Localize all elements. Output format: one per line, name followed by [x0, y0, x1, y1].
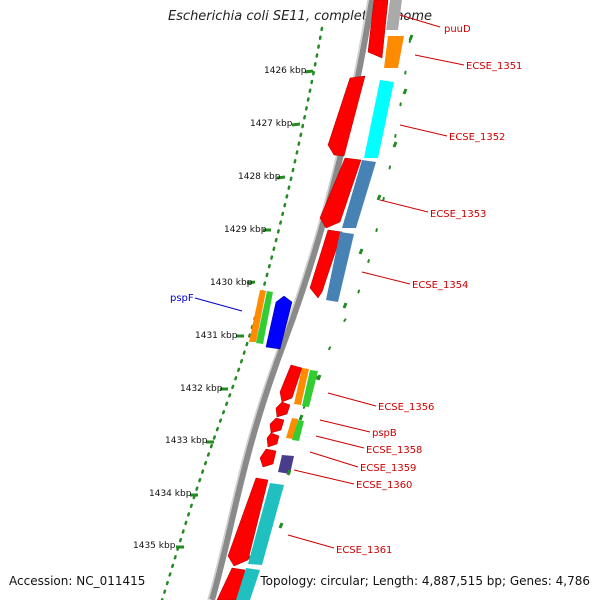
- cds-arrow: [259, 448, 277, 468]
- cds-arrow: [269, 417, 285, 434]
- gene-bar-ECSE_1361-tail: [236, 568, 260, 600]
- ruler-label: 1428 kbp: [238, 172, 281, 182]
- gene-bar-pspB-green: [292, 420, 304, 441]
- gene-bar-ECSE_1351: [384, 36, 404, 68]
- accession-text: Accession: NC_011415: [9, 574, 146, 588]
- cds-arrow: [266, 432, 280, 448]
- outer-tick: [376, 194, 382, 201]
- leader-line: [287, 534, 335, 549]
- leader-line: [399, 14, 441, 28]
- leader-line: [361, 271, 411, 285]
- gene-label-ECSE_1353: ECSE_1353: [430, 209, 486, 220]
- leader-line: [414, 54, 465, 66]
- gene-label-ECSE_1354: ECSE_1354: [412, 280, 468, 291]
- topology-text: Topology: circular; Length: 4,887,515 bp…: [260, 574, 590, 588]
- gene-bar-ECSE_1353: [342, 160, 376, 228]
- leader-line: [399, 124, 448, 137]
- ruler-label: 1432 kbp: [180, 384, 223, 394]
- cds-arrow: [319, 157, 362, 229]
- ruler-ticks: [176, 69, 314, 549]
- gene-bar-ECSE_1361: [248, 483, 284, 565]
- cds-arrow: [327, 75, 366, 157]
- gene-bar-ECSE_1360: [278, 455, 294, 474]
- gene-bar-ECSE_1356-green: [302, 370, 318, 407]
- gene-bar-puuD: [386, 0, 402, 30]
- gene-arrow-pspF: [265, 295, 293, 350]
- outer-guide-line: [235, 39, 411, 600]
- outer-tick: [358, 248, 364, 255]
- gene-label-pspF: pspF: [170, 293, 194, 304]
- outer-tick: [278, 522, 284, 529]
- gene-bar-pspB-orange: [286, 418, 298, 439]
- leader-line: [327, 392, 377, 407]
- gene-label-ECSE_1360: ECSE_1360: [356, 480, 412, 491]
- cds-arrow: [279, 364, 303, 403]
- outer-tick: [286, 469, 292, 476]
- outer-tick: [408, 34, 414, 41]
- gene-bar-ECSE_1356-orange: [294, 368, 309, 405]
- gene-bar-pspF-orange: [249, 290, 266, 342]
- ruler-label: 1431 kbp: [195, 331, 238, 341]
- ruler-label: 1434 kbp: [149, 489, 192, 499]
- outer-tick: [342, 302, 348, 309]
- gene-label-ECSE_1359: ECSE_1359: [360, 463, 416, 474]
- tick-mark: [291, 122, 301, 127]
- leader-line: [319, 419, 371, 433]
- tick-mark: [304, 69, 314, 74]
- gene-label-ECSE_1358: ECSE_1358: [366, 445, 422, 456]
- outer-tick: [316, 374, 322, 381]
- cds-arrow: [367, 0, 389, 59]
- gene-label-ECSE_1361: ECSE_1361: [336, 545, 392, 556]
- ruler-label: 1426 kbp: [264, 66, 307, 76]
- leader-line: [293, 469, 355, 485]
- leader-line: [309, 451, 359, 468]
- leader-line-pspF: [194, 297, 243, 312]
- outer-tick: [392, 141, 398, 148]
- ruler-label: 1435 kbp: [133, 541, 176, 551]
- tick-mark: [246, 280, 256, 285]
- gene-label-ECSE_1356: ECSE_1356: [378, 402, 434, 413]
- cds-arrow: [275, 401, 291, 418]
- ruler-label: 1433 kbp: [165, 436, 208, 446]
- outer-tick: [298, 414, 304, 421]
- kbp-ruler-line: [160, 26, 324, 600]
- gene-label-puuD: puuD: [444, 24, 471, 35]
- gene-label-pspB: pspB: [372, 428, 397, 439]
- tick-mark: [276, 175, 286, 180]
- ruler-label: 1430 kbp: [210, 278, 253, 288]
- leader-line: [315, 435, 365, 449]
- gene-bar-pspF-green: [256, 291, 273, 344]
- gene-label-ECSE_1351: ECSE_1351: [466, 61, 522, 72]
- cds-arrow: [227, 477, 269, 567]
- ruler-label: 1427 kbp: [250, 119, 293, 129]
- leader-line: [379, 199, 429, 213]
- gene-bar-ECSE_1354: [326, 232, 354, 302]
- gene-label-ECSE_1352: ECSE_1352: [449, 132, 505, 143]
- cds-arrow: [309, 229, 343, 299]
- cds-arrow: [216, 567, 246, 600]
- gene-bar-ECSE_1352: [364, 80, 394, 158]
- ruler-label: 1429 kbp: [224, 225, 267, 235]
- outer-tick: [402, 88, 408, 95]
